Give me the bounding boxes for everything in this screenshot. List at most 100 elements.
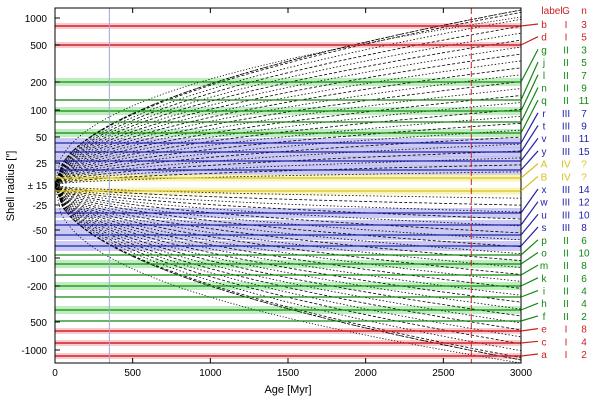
legend-label-r: r [542,109,546,120]
x-axis-label: Age [Myr] [264,384,311,396]
legend-label-g: g [541,45,547,56]
legend-group-u: III [562,210,570,221]
legend-connector-A [520,163,539,179]
legend-label-b: b [541,20,547,31]
legend-n-j: 5 [581,58,587,69]
model-curve-lower [54,184,522,303]
legend-n-h: 4 [581,299,587,310]
legend-n-t: 9 [581,122,587,133]
legend-label-t: t [543,122,546,133]
legend-group-v: III [562,134,570,145]
legend-label-p: p [541,236,547,247]
legend-connector-u [520,214,539,236]
legend-group-b: I [565,20,568,31]
legend-label-o: o [541,248,547,259]
y-tick-label: -25 [33,201,48,212]
legend-n-a: 2 [581,350,587,361]
model-curve-upper [54,129,522,186]
legend-connector-c [520,340,539,344]
x-tick-label: 2500 [432,368,455,379]
legend-n-c: 4 [581,337,587,348]
model-curve-lower [54,184,522,234]
model-curve-upper [54,12,522,186]
legend-header-group: G [562,6,570,17]
y-tick-label: -100 [27,254,47,265]
legend-group-k: II [563,274,569,285]
legend-label-v: v [542,134,547,145]
legend-connector-q [520,99,539,134]
model-curve-lower [54,184,522,220]
legend-n-w: 12 [578,198,590,209]
legend-connector-t [520,125,539,153]
legend-connector-l [520,74,539,112]
model-curve-lower [54,184,522,345]
legend-label-a: a [541,350,547,361]
legend-group-m: II [563,261,569,272]
legend-label-q: q [541,96,547,107]
model-curve-upper [54,18,522,186]
legend-n-u: 10 [578,210,590,221]
legend-label-k: k [542,274,548,285]
legend-connector-f [520,315,539,322]
model-curve-upper [54,9,522,186]
y-axis-ticks: 1000 500 200 100 50 25 ± 15 -25 -50 -100 -200 500 -1… [21,14,60,357]
model-curve-lower [54,184,522,248]
legend-label-w: w [539,198,548,209]
x-tick-label: 3000 [510,368,533,379]
model-curve-upper [54,157,522,186]
legend-header-n: n [581,6,587,17]
legend-connector-a [520,353,539,357]
legend-group-d: I [565,33,568,44]
x-tick-label: 500 [124,368,141,379]
legend-n-b: 3 [581,20,587,31]
legend-n-m: 8 [581,261,587,272]
legend-n-p: 6 [581,236,587,247]
legend-label-n: n [541,83,547,94]
model-curve-lower [54,184,522,331]
legend-n-q: 11 [579,96,590,107]
legend-label-h: h [541,299,547,310]
model-curve-upper [54,25,522,186]
y-tick-label: 200 [30,78,47,89]
legend-group-g: II [563,45,569,56]
legend-n-x: 14 [578,185,590,196]
model-curve-lower [54,184,522,361]
legend-n-i: 4 [581,287,587,298]
legend-label-m: m [540,261,548,272]
legend-group-h: II [563,299,569,310]
y-tick-label: 25 [36,159,48,170]
legend-n-l: 7 [581,71,587,82]
legend-group-n: II [563,83,569,94]
model-curve-upper [54,60,522,186]
legend-connector-w [520,201,539,226]
legend-connector-m [520,264,539,276]
legend-group-s: III [562,223,570,234]
legend-group-f: II [563,312,569,323]
model-curve-upper [54,53,522,186]
model-curve-lower [54,184,522,213]
legend-group-a: I [565,350,568,361]
legend-n-k: 6 [581,274,587,285]
legend-connector-x [520,188,539,214]
model-curve-lower [54,184,522,310]
legend-label-u: u [541,210,547,221]
model-curve-lower [54,184,522,289]
legend-n-r: 7 [581,109,587,120]
legend-n-B: ? [581,172,587,183]
legend-group-l: II [563,71,569,82]
y-tick-label: -200 [27,282,47,293]
legend-label-c: c [542,337,547,348]
legend-label-s: s [542,223,547,234]
outer-curve-upper [54,16,522,186]
legend-connector-e [520,328,539,332]
shell-lines [55,25,521,357]
legend-n-g: 3 [581,45,587,56]
model-curve-upper [54,39,522,186]
model-curve-upper [54,136,522,186]
y-tick-label: 100 [30,106,47,117]
y-tick-label: -50 [33,226,48,237]
legend-label-A: A [541,160,548,171]
legend-group-j: II [563,58,569,69]
legend-connector-n [520,87,539,123]
